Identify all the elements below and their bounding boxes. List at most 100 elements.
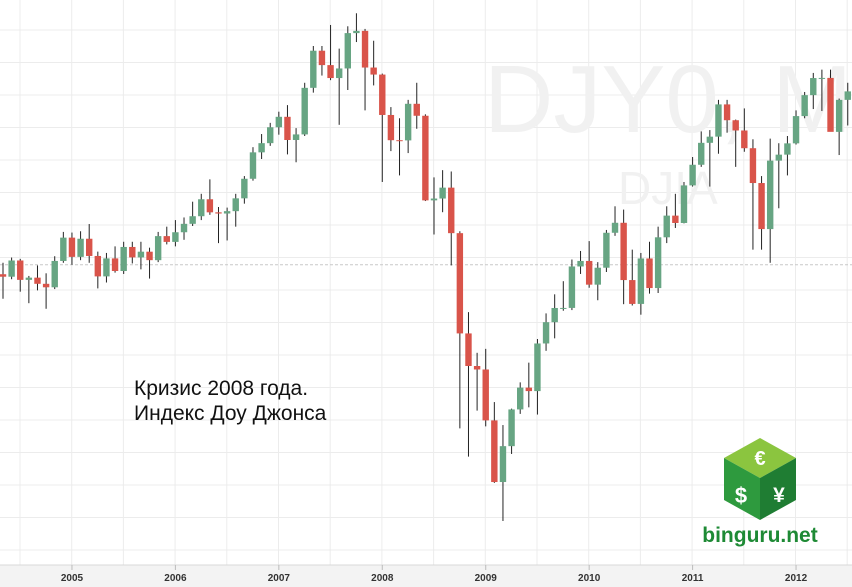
candle-body bbox=[422, 115, 429, 201]
candle-body bbox=[42, 283, 50, 288]
candle-body bbox=[473, 366, 481, 370]
candle-body bbox=[60, 237, 67, 261]
candle-body bbox=[275, 116, 283, 128]
x-tick-label: 2010 bbox=[578, 573, 601, 584]
candle-body bbox=[680, 185, 688, 223]
candle-body bbox=[206, 199, 214, 213]
x-tick-label: 2007 bbox=[268, 573, 291, 584]
candle-body bbox=[629, 280, 636, 304]
candle-body bbox=[404, 103, 412, 141]
watermark-sub: DJIA bbox=[618, 162, 718, 214]
candle-body bbox=[499, 446, 507, 483]
candle-body bbox=[310, 50, 317, 88]
candle-body bbox=[413, 103, 420, 116]
candle-body bbox=[318, 50, 326, 66]
candle-body bbox=[482, 369, 489, 421]
annotation: Индекс Доу Джонса bbox=[134, 402, 327, 425]
candle-body bbox=[663, 215, 670, 238]
candle-body bbox=[620, 222, 627, 281]
candle-body bbox=[749, 148, 757, 184]
logo-text: binguru.net bbox=[702, 524, 817, 547]
candle-body bbox=[542, 322, 550, 344]
candle-body bbox=[560, 307, 567, 309]
candle-body bbox=[715, 104, 722, 137]
candle-body bbox=[430, 198, 438, 201]
plot bbox=[0, 13, 852, 521]
candle-body bbox=[603, 232, 610, 268]
candle-body bbox=[68, 237, 76, 257]
candle-body bbox=[8, 260, 15, 277]
candle-body bbox=[775, 154, 782, 161]
candle-body bbox=[551, 307, 558, 323]
candle-body bbox=[344, 33, 351, 69]
candle-body bbox=[810, 78, 817, 96]
candle-body bbox=[353, 30, 360, 34]
candle-body bbox=[86, 238, 93, 256]
candle-body bbox=[508, 409, 515, 447]
candle-body bbox=[672, 215, 679, 223]
candle-body bbox=[835, 99, 843, 132]
x-axis: 2005 2006 2007 2008 2009 2010 2011 2012 bbox=[61, 565, 808, 584]
candle-body bbox=[534, 343, 541, 392]
candle-body bbox=[801, 95, 808, 117]
candle-body bbox=[456, 233, 464, 334]
candle-body bbox=[568, 266, 576, 308]
candle-body bbox=[241, 178, 248, 199]
candle-body bbox=[654, 237, 662, 289]
candle-body bbox=[611, 222, 619, 233]
candle-body bbox=[34, 277, 41, 284]
candle-body bbox=[301, 87, 308, 135]
candle-body bbox=[258, 143, 265, 153]
candle-body bbox=[51, 260, 58, 288]
candle-body bbox=[387, 114, 395, 141]
candle-body bbox=[189, 216, 196, 224]
candle-body bbox=[215, 212, 222, 214]
candle-body bbox=[706, 136, 714, 143]
candle-body bbox=[361, 30, 369, 68]
candle-body bbox=[491, 420, 498, 483]
candle-body bbox=[637, 258, 645, 304]
candle-body bbox=[103, 258, 110, 277]
candle-body bbox=[844, 91, 851, 100]
logo-cube-right bbox=[760, 458, 796, 520]
candle-body bbox=[223, 211, 231, 214]
candle-body bbox=[758, 183, 765, 230]
candle-body bbox=[146, 251, 153, 261]
candle-body bbox=[0, 274, 7, 277]
candle-body bbox=[439, 187, 446, 199]
logo: € $ ¥ binguru.net bbox=[702, 438, 818, 547]
candle-body bbox=[335, 68, 343, 79]
candle-body bbox=[827, 77, 834, 132]
candle-body bbox=[732, 120, 739, 131]
grid bbox=[0, 0, 852, 565]
candle-body bbox=[448, 187, 455, 234]
logo-symbol: ¥ bbox=[773, 484, 785, 507]
x-tick-label: 2009 bbox=[475, 573, 498, 584]
candle-body bbox=[172, 232, 179, 242]
candle-body bbox=[137, 251, 145, 258]
candle-body bbox=[766, 160, 774, 230]
logo-symbol: € bbox=[754, 448, 765, 470]
candle-body bbox=[741, 130, 748, 149]
candle-body bbox=[525, 387, 533, 392]
candle-body bbox=[129, 246, 136, 258]
candle-body bbox=[77, 238, 84, 257]
x-tick-label: 2011 bbox=[682, 573, 704, 584]
x-axis-band bbox=[0, 565, 852, 587]
candle-body bbox=[120, 246, 127, 272]
candle-body bbox=[249, 152, 257, 179]
candle-body bbox=[792, 116, 800, 144]
candle-body bbox=[17, 260, 24, 280]
candle-body bbox=[163, 236, 170, 242]
watermark: DJY0, M bbox=[484, 46, 852, 153]
candle-body bbox=[232, 198, 239, 212]
candle-body bbox=[689, 164, 696, 186]
candle-body bbox=[284, 116, 291, 141]
x-tick-label: 2008 bbox=[371, 573, 394, 584]
candle-body bbox=[517, 387, 524, 410]
candle-body bbox=[723, 104, 731, 121]
candle-body bbox=[327, 65, 334, 79]
x-tick-label: 2012 bbox=[785, 573, 808, 584]
